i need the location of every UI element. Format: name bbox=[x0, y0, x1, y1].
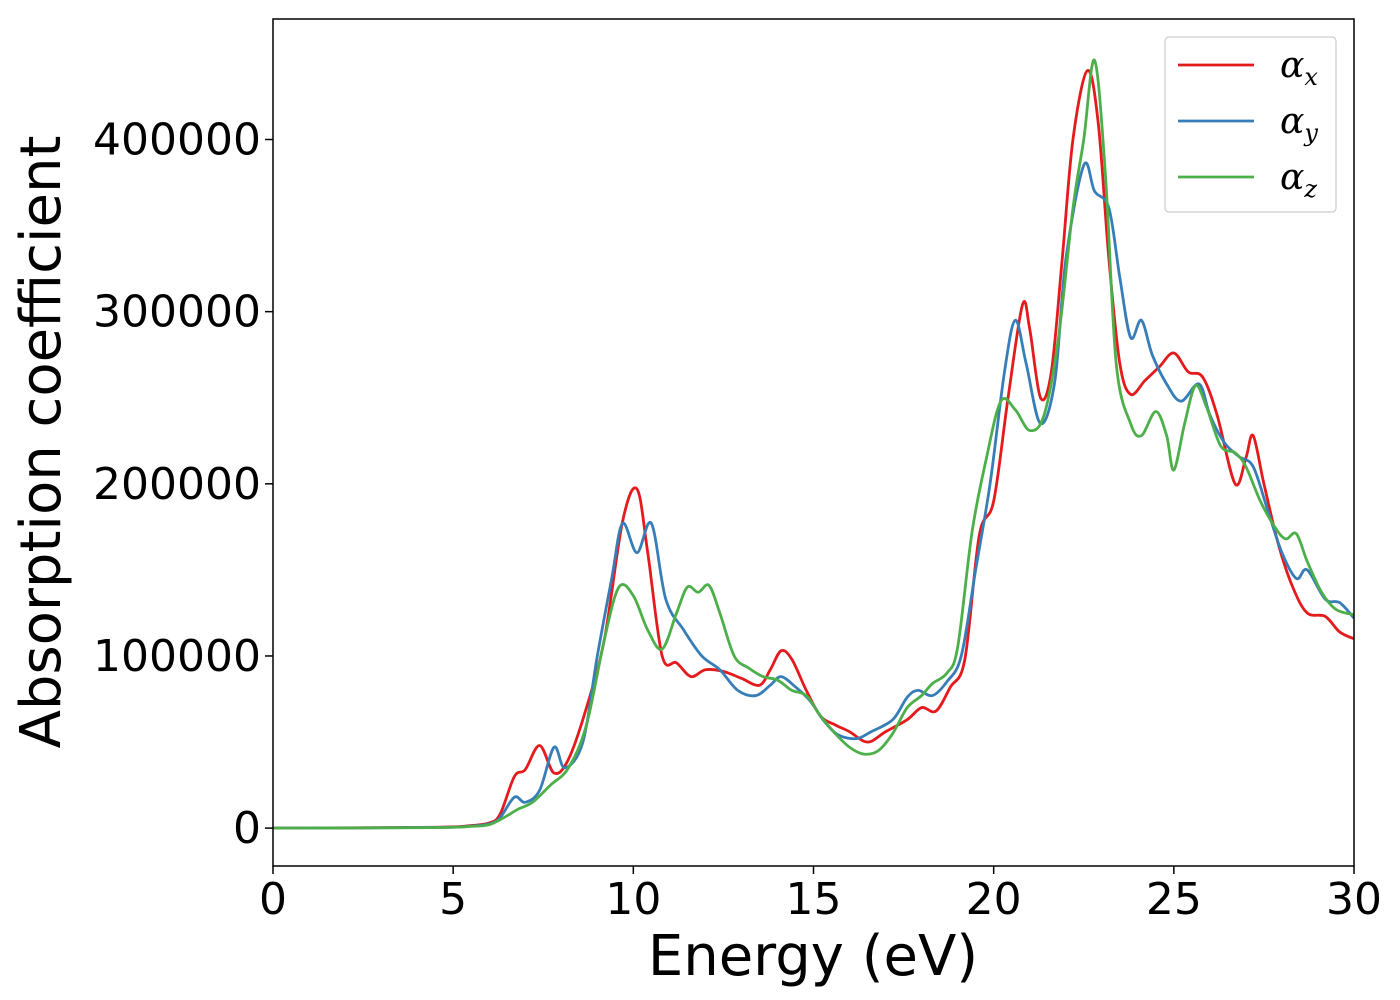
y-tick-label: 400000 bbox=[93, 115, 261, 166]
x-tick-label: 20 bbox=[966, 874, 1022, 925]
x-axis-title: Energy (eV) bbox=[648, 924, 978, 989]
legend-box bbox=[1164, 36, 1337, 213]
x-tick-label: 15 bbox=[786, 874, 842, 925]
x-tick-label: 5 bbox=[439, 874, 467, 925]
y-tick-label: 0 bbox=[233, 803, 261, 854]
series-line-z bbox=[273, 58, 1354, 830]
y-axis-title: Absorption coefficient bbox=[9, 136, 74, 749]
x-tick-label: 30 bbox=[1326, 874, 1382, 925]
y-tick-label: 200000 bbox=[93, 459, 261, 510]
x-tick-label: 25 bbox=[1146, 874, 1202, 925]
x-tick-label: 0 bbox=[259, 874, 287, 925]
y-tick-label: 100000 bbox=[93, 631, 261, 682]
x-tick-label: 10 bbox=[605, 874, 661, 925]
y-tick-label: 300000 bbox=[93, 287, 261, 338]
series-line-y bbox=[273, 161, 1354, 830]
